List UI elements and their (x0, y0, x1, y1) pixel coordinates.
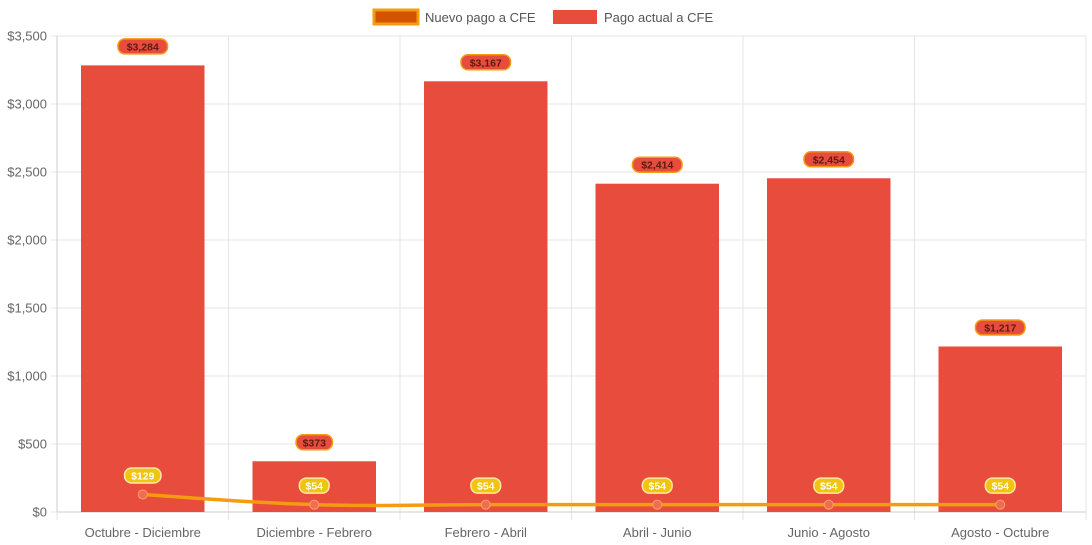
line-point (137, 489, 148, 500)
x-axis: Octubre - Diciembre Diciembre - Febrero Fe… (57, 511, 1086, 540)
y-tick-label: $1,000 (7, 369, 47, 384)
bar (595, 183, 719, 513)
bar-data-label-bg (631, 156, 683, 173)
line-data-label: $54 (477, 481, 495, 493)
bar-data-label: $3,167 (470, 57, 502, 69)
bar-data-label-bg (460, 54, 512, 71)
y-tick-label: $2,500 (7, 165, 47, 180)
y-tick-label: $1,500 (7, 301, 47, 316)
bar-series (81, 65, 1062, 513)
x-tick-label: Febrero - Abril (445, 525, 527, 540)
line-data-label-bg (813, 477, 845, 494)
bar-data-label: $373 (303, 437, 327, 449)
legend-label-pago-actual: Pago actual a CFE (604, 10, 713, 25)
line-series (137, 489, 1006, 510)
line-data-label: $54 (991, 481, 1009, 493)
x-tick-label: Junio - Agosto (788, 525, 870, 540)
line-point (823, 499, 834, 510)
line-data-label: $54 (820, 481, 838, 493)
bar-data-label: $2,454 (813, 154, 845, 166)
data-labels: $3,284 $373 $3,167 $2,414 $2,454 $1,217 $129 $5… (117, 38, 1026, 494)
y-axis: $0 $500 $1,000 $1,500 $2,000 $2,500 $3,000 $3,5… (7, 29, 58, 520)
bar-data-label-bg (295, 434, 334, 451)
line-data-label-bg (470, 477, 502, 494)
y-tick-label: $3,000 (7, 97, 47, 112)
legend-item-pago-actual[interactable]: Pago actual a CFE (553, 10, 713, 25)
legend-swatch-nuevo-pago (372, 8, 420, 26)
x-tick-label: Octubre - Diciembre (85, 525, 201, 540)
y-tick-label: $0 (33, 505, 47, 520)
bar (424, 81, 548, 513)
bar-data-label: $1,217 (984, 322, 1016, 334)
bar (767, 178, 891, 513)
line-data-label: $54 (648, 481, 666, 493)
line-data-label-bg (123, 467, 162, 484)
x-tick-label: Agosto - Octubre (951, 525, 1049, 540)
y-tick-label: $500 (18, 437, 47, 452)
x-tick-label: Abril - Junio (623, 525, 692, 540)
bar-data-label-bg (974, 319, 1026, 336)
line-data-label-bg (298, 477, 330, 494)
y-tick-label: $3,500 (7, 29, 47, 44)
bar-data-label: $3,284 (127, 41, 159, 53)
legend-label-nuevo-pago: Nuevo pago a CFE (425, 10, 536, 25)
x-tick-label: Diciembre - Febrero (256, 525, 372, 540)
bar-data-label-bg (803, 151, 855, 168)
legend-swatch-pago-actual (553, 10, 597, 24)
legend-item-nuevo-pago[interactable]: Nuevo pago a CFE (372, 8, 536, 26)
bar-data-label: $2,414 (641, 160, 673, 172)
line-data-label-bg (641, 477, 673, 494)
line-data-label-bg (984, 477, 1016, 494)
bar (81, 65, 205, 512)
line-point (480, 499, 491, 510)
line-data-label: $54 (305, 481, 323, 493)
line-point (995, 499, 1006, 510)
line-point (309, 499, 320, 510)
grid (51, 35, 1087, 520)
series-line-nuevo-pago (141, 492, 1002, 508)
line-data-label: $129 (131, 470, 155, 482)
legend: Nuevo pago a CFE Pago actual a CFE (372, 8, 713, 26)
line-point (652, 499, 663, 510)
y-tick-label: $2,000 (7, 233, 47, 248)
bar-data-label-bg (117, 38, 169, 55)
